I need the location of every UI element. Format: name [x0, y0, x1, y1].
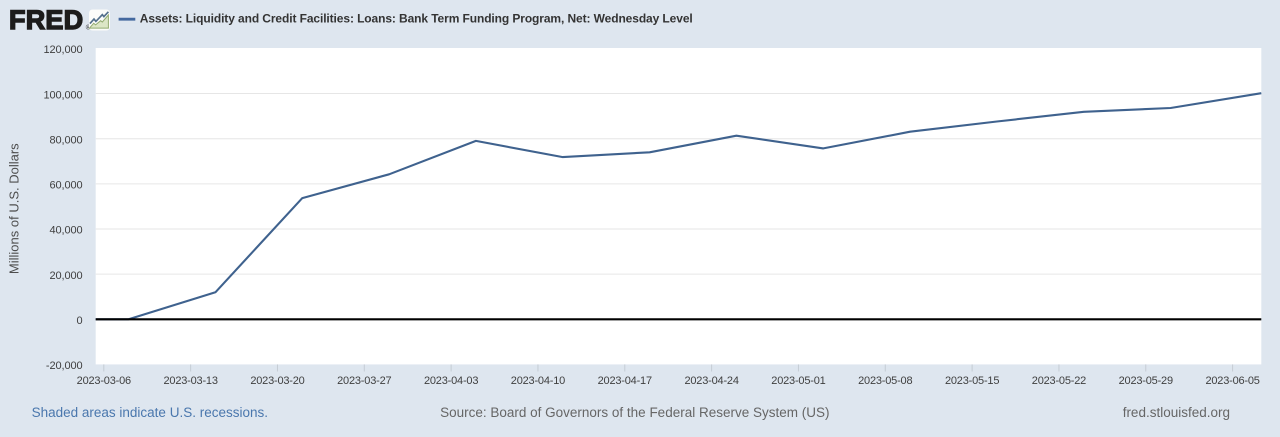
svg-text:2023-04-17: 2023-04-17: [598, 375, 652, 387]
svg-text:Millions of U.S. Dollars: Millions of U.S. Dollars: [6, 143, 21, 274]
svg-text:120,000: 120,000: [43, 44, 82, 56]
svg-text:2023-05-29: 2023-05-29: [1119, 375, 1173, 387]
svg-text:FRED: FRED: [9, 5, 83, 35]
svg-text:80,000: 80,000: [49, 134, 82, 146]
svg-text:Source: Board of Governors of: Source: Board of Governors of the Federa…: [440, 405, 829, 420]
svg-text:2023-03-13: 2023-03-13: [163, 375, 217, 387]
svg-text:®: ®: [86, 23, 91, 31]
svg-text:2023-03-20: 2023-03-20: [250, 375, 304, 387]
svg-text:20,000: 20,000: [49, 270, 82, 282]
svg-text:2023-04-10: 2023-04-10: [511, 375, 565, 387]
svg-text:60,000: 60,000: [49, 180, 82, 192]
svg-text:0: 0: [76, 315, 82, 327]
svg-text:fred.stlouisfed.org: fred.stlouisfed.org: [1123, 405, 1230, 420]
svg-text:2023-03-27: 2023-03-27: [337, 375, 391, 387]
svg-text:Shaded areas indicate U.S. rec: Shaded areas indicate U.S. recessions.: [32, 405, 268, 420]
svg-text:2023-06-05: 2023-06-05: [1205, 375, 1259, 387]
svg-text:2023-03-06: 2023-03-06: [77, 375, 131, 387]
svg-text:2023-05-15: 2023-05-15: [945, 375, 999, 387]
svg-text:2023-05-08: 2023-05-08: [858, 375, 912, 387]
svg-text:2023-04-24: 2023-04-24: [684, 375, 738, 387]
svg-text:2023-05-01: 2023-05-01: [771, 375, 825, 387]
svg-text:100,000: 100,000: [43, 89, 82, 101]
svg-text:2023-05-22: 2023-05-22: [1032, 375, 1086, 387]
svg-text:Assets: Liquidity and Credit F: Assets: Liquidity and Credit Facilities:…: [140, 12, 693, 26]
svg-text:40,000: 40,000: [49, 225, 82, 237]
svg-text:2023-04-03: 2023-04-03: [424, 375, 478, 387]
svg-text:-20,000: -20,000: [46, 360, 83, 372]
